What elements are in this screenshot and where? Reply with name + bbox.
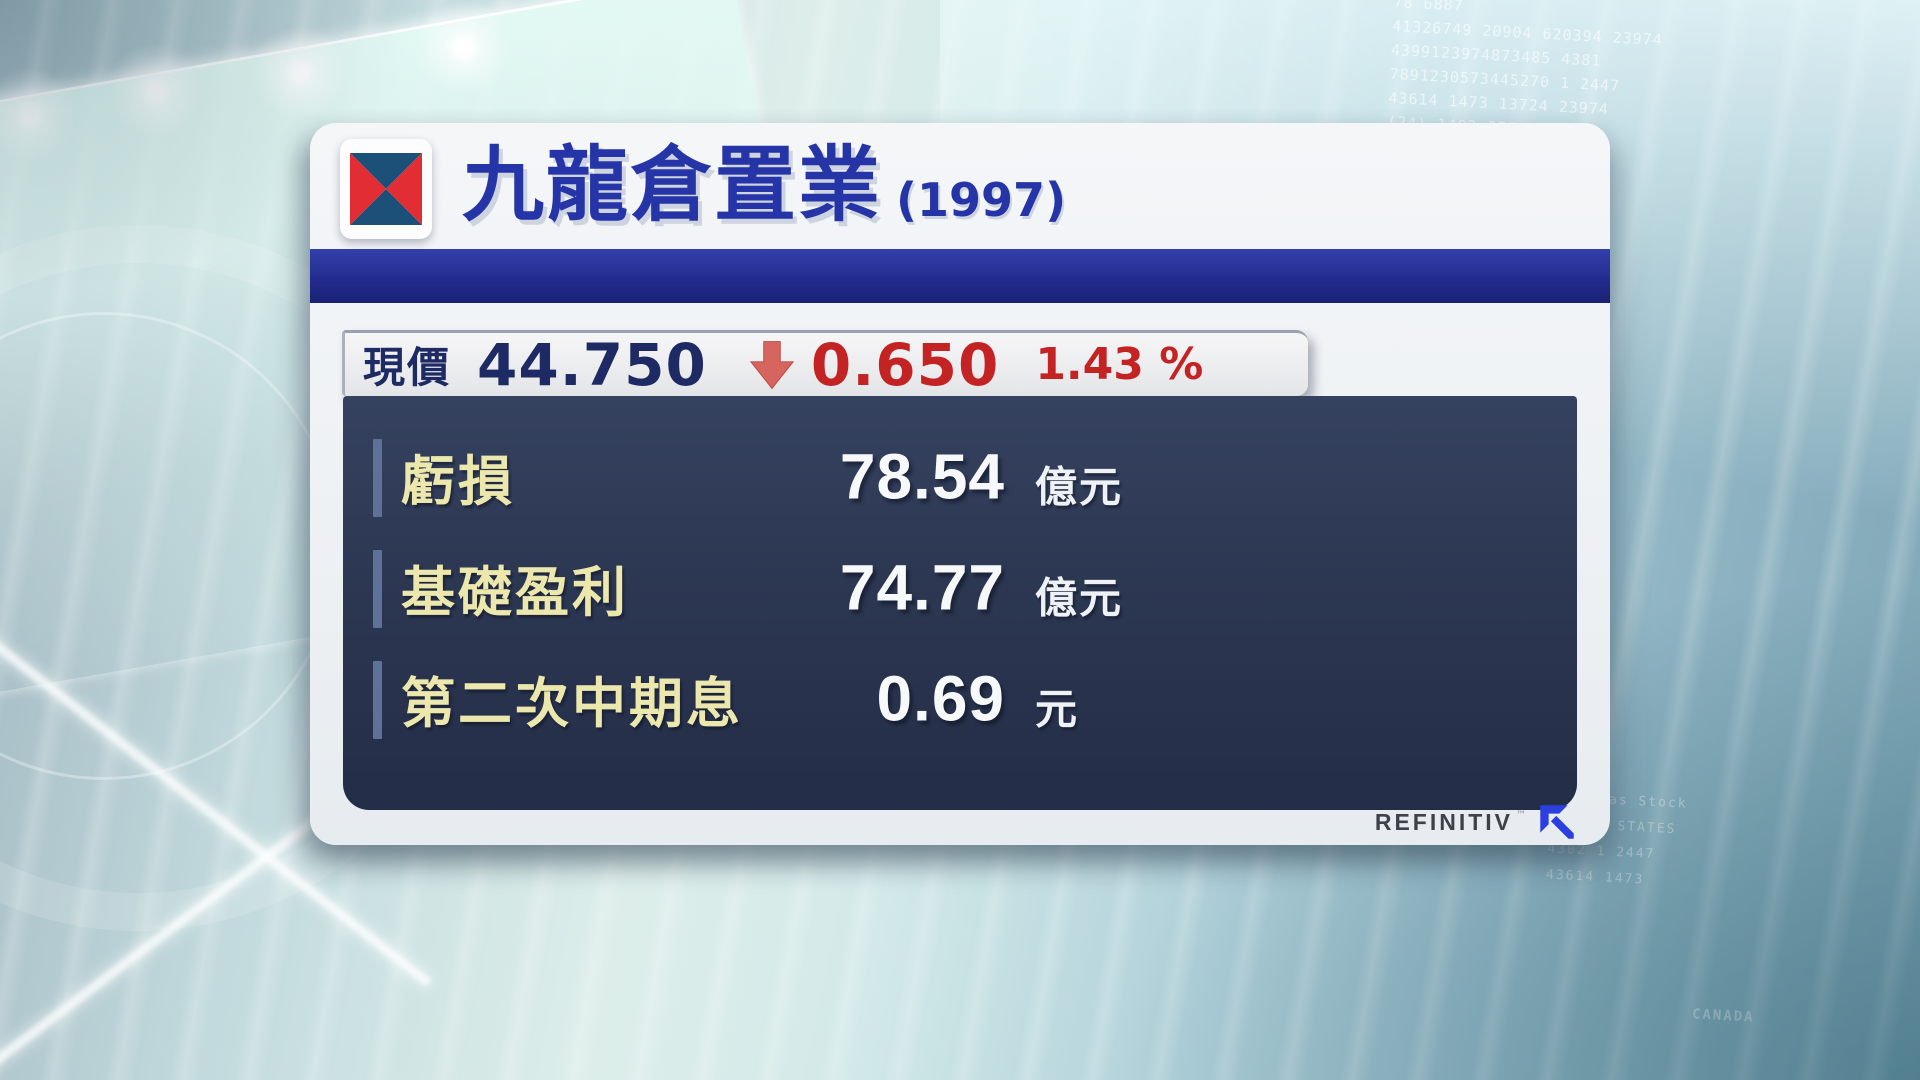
- stat-row-underlying-profit: 基礎盈利 74.77 億元: [343, 533, 1577, 645]
- stat-unit: 元: [1035, 684, 1080, 734]
- refinitiv-wordmark: REFINITIV: [1374, 808, 1513, 835]
- row-marker: [373, 439, 382, 517]
- stat-value: 78.54: [839, 440, 1005, 513]
- price-change-value: 0.650: [810, 330, 1000, 399]
- sparkle-glint: [100, 36, 210, 146]
- company-logo: [340, 139, 432, 239]
- down-arrow-icon: [749, 340, 794, 389]
- stat-unit: 億元: [1035, 573, 1124, 623]
- price-change-percent: 1.43 %: [1035, 339, 1204, 390]
- card-header: 九龍倉置業 (1997): [310, 123, 1610, 249]
- wharf-flag-icon: [350, 153, 422, 225]
- stock-info-card: 九龍倉置業 (1997) 現價 44.750 0.650 1.43 % 虧損 7…: [310, 123, 1610, 845]
- current-price-label: 現價: [363, 343, 452, 392]
- refinitiv-arrow-icon: [1540, 805, 1574, 839]
- stat-label: 基礎盈利: [401, 560, 629, 624]
- stat-unit: 億元: [1035, 462, 1124, 512]
- current-price-value: 44.750: [477, 330, 707, 399]
- price-bar: 現價 44.750 0.650 1.43 %: [342, 330, 1308, 399]
- stats-panel: 虧損 78.54 億元 基礎盈利 74.77 億元 第二次中期息 0.69 元: [343, 396, 1577, 810]
- company-name: 九龍倉置業: [462, 138, 883, 233]
- row-marker: [373, 550, 382, 628]
- stock-code: (1997): [896, 173, 1067, 227]
- row-marker: [373, 661, 382, 739]
- data-provider-branding: REFINITIV ™: [1375, 799, 1576, 845]
- stat-label: 第二次中期息: [401, 671, 743, 735]
- divider-bar: [310, 249, 1610, 303]
- trademark-symbol: ™: [1516, 809, 1526, 821]
- stat-label: 虧損: [401, 449, 515, 513]
- stat-row-second-interim-dividend: 第二次中期息 0.69 元: [343, 644, 1577, 756]
- stat-value: 74.77: [839, 551, 1005, 624]
- stat-row-loss: 虧損 78.54 億元: [343, 422, 1577, 534]
- sparkle-glint: [0, 60, 85, 170]
- stat-value: 0.69: [876, 662, 1005, 735]
- sparkle-glint: [408, 0, 518, 102]
- sparkle-glint: [245, 18, 355, 128]
